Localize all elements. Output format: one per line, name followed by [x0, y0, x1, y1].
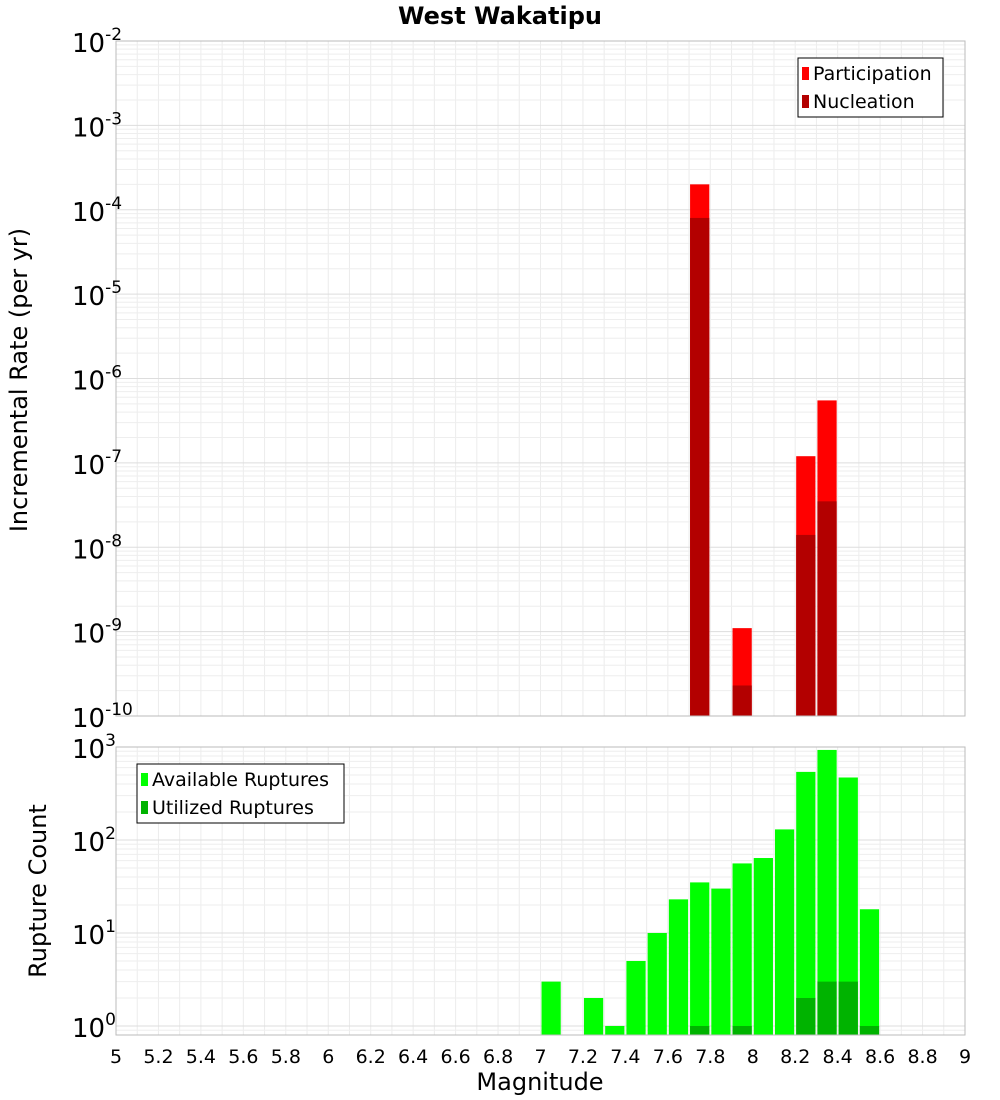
- count-bar-available-ruptures: [859, 909, 880, 1035]
- count-y-tick-labels: 100 101 102 103: [72, 731, 116, 1044]
- count-bar-available-ruptures: [838, 777, 858, 1035]
- count-bar-available-ruptures: [732, 863, 752, 1035]
- x-tick-label: 7: [534, 1046, 546, 1068]
- count-bar-available-ruptures: [583, 997, 604, 1035]
- x-tick-label: 8.2: [780, 1046, 810, 1068]
- rate-bars: [690, 184, 837, 717]
- count-bar-available-ruptures: [690, 882, 710, 1035]
- count-legend: Available Ruptures Utilized Ruptures: [136, 763, 345, 824]
- y-tick-label: 10-2: [72, 25, 122, 59]
- y-tick-label: 103: [72, 731, 116, 765]
- legend-entry: Nucleation: [813, 91, 915, 113]
- y-tick-label: 10-4: [72, 194, 122, 228]
- legend-swatch: [141, 773, 148, 786]
- rate-gridlines: [115, 41, 966, 717]
- y-tick-label: 10-5: [72, 278, 122, 312]
- count-bar-available-ruptures: [647, 932, 667, 1035]
- x-tick-label: 7.8: [695, 1046, 725, 1068]
- count-bar-available-ruptures: [711, 888, 731, 1035]
- rate-bar-nucleation: [796, 534, 816, 716]
- y-tick-label: 10-3: [72, 109, 122, 143]
- count-plot-frame: [115, 746, 966, 1036]
- rate-y-tick-labels: 10-10 10-9 10-8 10-7 10-6 10-5 10-4 10-3 10-2: [72, 25, 133, 734]
- x-tick-label: 5.2: [143, 1046, 173, 1068]
- x-tick-label: 7.4: [610, 1046, 640, 1068]
- count-bar-utilized-ruptures: [859, 1025, 880, 1035]
- x-tick-label: 5.6: [228, 1046, 258, 1068]
- rate-bar-nucleation: [732, 685, 752, 716]
- count-bar-available-ruptures: [605, 1025, 625, 1035]
- x-tick-label: 7.6: [653, 1046, 683, 1068]
- count-bar-utilized-ruptures: [817, 981, 837, 1035]
- x-tick-label: 6: [322, 1046, 334, 1068]
- legend-swatch: [802, 67, 809, 80]
- x-tick-label: 6.2: [356, 1046, 386, 1068]
- y-tick-label: 10-9: [72, 616, 122, 650]
- chart-title: West Wakatipu: [398, 2, 602, 30]
- x-tick-label: 8.4: [823, 1046, 853, 1068]
- legend-entry: Participation: [813, 63, 932, 85]
- x-tick-label: 8.6: [865, 1046, 895, 1068]
- rate-plot: 10-10 10-9 10-8 10-7 10-6 10-5 10-4 10-3 10-2 Par…: [72, 25, 966, 734]
- y-tick-label: 10-8: [72, 531, 122, 565]
- y-tick-label: 100: [72, 1010, 116, 1044]
- count-bar-available-ruptures: [541, 981, 561, 1035]
- x-tick-label: 7.2: [568, 1046, 598, 1068]
- count-y-axis-label: Rupture Count: [24, 804, 52, 978]
- y-tick-label: 10-10: [72, 700, 133, 734]
- count-bar-utilized-ruptures: [838, 981, 858, 1035]
- legend-entry: Available Ruptures: [152, 769, 329, 791]
- y-tick-label: 10-6: [72, 363, 122, 397]
- legend-entry: Utilized Ruptures: [152, 797, 314, 819]
- count-bar-utilized-ruptures: [690, 1025, 710, 1035]
- legend-box: [136, 763, 345, 824]
- y-tick-label: 102: [72, 824, 116, 858]
- x-axis-label: Magnitude: [476, 1068, 603, 1096]
- count-bar-available-ruptures: [817, 749, 837, 1035]
- x-tick-label: 8: [747, 1046, 759, 1068]
- legend-box: [797, 57, 944, 118]
- rate-bar-nucleation: [690, 217, 710, 716]
- y-tick-label: 101: [72, 917, 116, 951]
- count-bar-utilized-ruptures: [796, 997, 816, 1035]
- x-tick-label: 5: [110, 1046, 122, 1068]
- count-bars: [541, 749, 880, 1035]
- x-tick-label: 6.6: [440, 1046, 470, 1068]
- rate-bar-nucleation: [817, 501, 837, 716]
- legend-swatch: [141, 801, 148, 814]
- rate-legend: Participation Nucleation: [797, 57, 944, 118]
- x-tick-label: 5.4: [186, 1046, 216, 1068]
- rate-y-axis-label: Incremental Rate (per yr): [5, 228, 33, 532]
- x-tick-label: 8.8: [907, 1046, 937, 1068]
- x-tick-label: 6.8: [483, 1046, 513, 1068]
- count-bar-utilized-ruptures: [732, 1025, 752, 1035]
- x-tick-label: 9: [959, 1046, 971, 1068]
- rate-plot-frame: [115, 40, 966, 717]
- count-bar-available-ruptures: [774, 829, 795, 1035]
- legend-swatch: [802, 95, 809, 108]
- x-tick-label: 5.8: [271, 1046, 301, 1068]
- x-tick-label: 6.4: [398, 1046, 428, 1068]
- y-tick-label: 10-7: [72, 447, 122, 481]
- count-bar-available-ruptures: [796, 771, 816, 1035]
- x-tick-labels: 5 5.2 5.4 5.6 5.8 6 6.2 6.4 6.6 6.8 7 7.2 7.4 7.6 7.8 8…: [110, 1046, 971, 1068]
- count-bar-available-ruptures: [626, 960, 646, 1035]
- count-bar-available-ruptures: [753, 858, 773, 1035]
- count-bar-available-ruptures: [668, 899, 689, 1035]
